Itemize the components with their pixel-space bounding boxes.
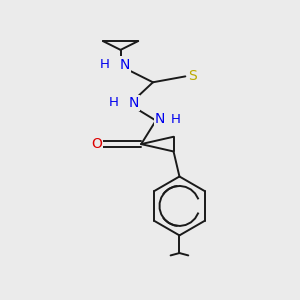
Text: N: N (129, 96, 139, 110)
Text: N: N (120, 58, 130, 72)
Text: N: N (155, 112, 166, 126)
Text: O: O (91, 137, 102, 151)
Text: H: H (171, 112, 181, 126)
Text: H: H (99, 58, 109, 71)
Text: H: H (108, 96, 118, 110)
Text: S: S (188, 69, 197, 83)
